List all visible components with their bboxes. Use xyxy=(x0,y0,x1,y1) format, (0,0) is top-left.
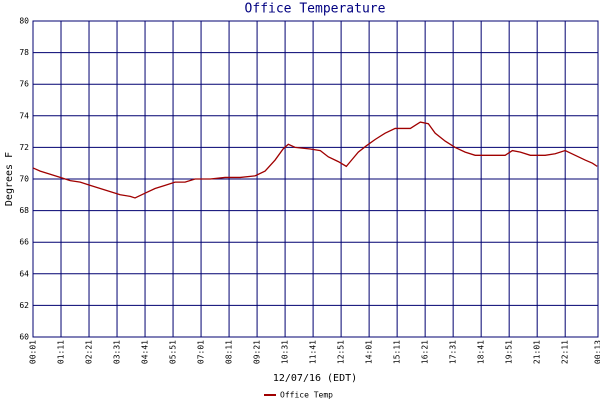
y-tick-label: 70 xyxy=(19,175,29,184)
x-tick-label: 04:41 xyxy=(141,340,150,364)
x-tick-label: 03:31 xyxy=(113,340,122,364)
y-tick-label: 64 xyxy=(19,269,29,278)
y-tick-label: 74 xyxy=(19,111,29,120)
x-tick-label: 01:11 xyxy=(57,340,66,364)
x-tick-label: 10:31 xyxy=(281,340,290,364)
x-tick-label: 12:51 xyxy=(337,340,346,364)
x-tick-label: 07:01 xyxy=(197,340,206,364)
x-tick-label: 17:31 xyxy=(449,340,458,364)
y-tick-label: 72 xyxy=(19,143,29,152)
x-axis-title: 12/07/16 (EDT) xyxy=(273,373,357,384)
x-tick-label: 11:41 xyxy=(309,340,318,364)
chart-title: Office Temperature xyxy=(245,2,386,17)
y-tick-label: 60 xyxy=(19,333,29,342)
x-tick-label: 16:21 xyxy=(421,340,430,364)
y-tick-label: 68 xyxy=(19,206,29,215)
x-tick-label: 02:21 xyxy=(85,340,94,364)
legend-label: Office Temp xyxy=(280,391,333,400)
x-tick-label: 00:13 xyxy=(594,340,600,364)
y-tick-label: 78 xyxy=(19,48,29,57)
x-tick-label: 00:01 xyxy=(29,340,38,364)
x-tick-label: 19:51 xyxy=(505,340,514,364)
y-tick-label: 62 xyxy=(19,301,29,310)
x-tick-label: 22:11 xyxy=(561,340,570,364)
y-axis-title: Degrees F xyxy=(4,152,15,206)
y-tick-label: 80 xyxy=(19,17,29,26)
x-tick-label: 18:41 xyxy=(477,340,486,364)
x-tick-label: 08:11 xyxy=(225,340,234,364)
data-line xyxy=(32,121,598,199)
x-tick-label: 21:01 xyxy=(533,340,542,364)
y-tick-label: 66 xyxy=(19,238,29,247)
x-tick-label: 09:21 xyxy=(253,340,262,364)
x-tick-label: 14:01 xyxy=(365,340,374,364)
x-tick-label: 05:51 xyxy=(169,340,178,364)
x-tick-label: 15:11 xyxy=(393,340,402,364)
y-tick-label: 76 xyxy=(19,80,29,89)
